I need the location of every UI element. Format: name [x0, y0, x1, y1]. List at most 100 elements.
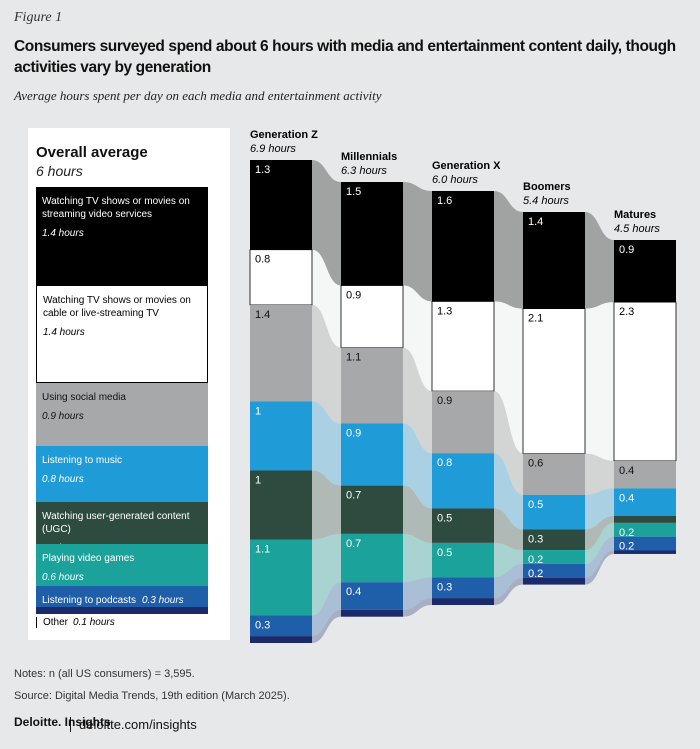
overall-value: 0.1 hours: [73, 617, 115, 628]
flow: [494, 508, 523, 551]
segment: [250, 539, 312, 616]
segment: [614, 516, 676, 523]
value-label: 1.1: [346, 352, 361, 364]
overall-value: 0.6 hours: [42, 572, 84, 583]
flow: [585, 522, 614, 564]
value-label: 1.3: [437, 305, 452, 317]
flow: [585, 516, 614, 551]
overall-block: Watching TV shows or movies on cable or …: [36, 285, 208, 383]
value-label: 0.9: [346, 428, 361, 440]
flow: [312, 470, 341, 540]
segment: [340, 285, 404, 348]
value-label: 0.5: [437, 512, 452, 524]
flow: [585, 453, 614, 495]
flow: [494, 191, 523, 309]
value-label: 0.8: [255, 254, 270, 266]
overall-block: Using social media 0.9 hours: [36, 383, 208, 446]
overall-block: Watching user-generated content (UGC)0.6…: [36, 502, 208, 554]
flow: [403, 285, 432, 392]
overall-value: 1.4 hours: [43, 327, 85, 338]
flow: [494, 391, 523, 495]
overall-value: 0.9 hours: [42, 411, 84, 422]
column-total: 5.4 hours: [523, 195, 569, 207]
value-label: 1.4: [528, 216, 543, 228]
column-title: Millennials: [341, 151, 397, 163]
value-label: 0.6: [528, 458, 543, 470]
flow: [312, 160, 341, 286]
value-label: 0.2: [528, 568, 543, 580]
segment: [250, 636, 312, 643]
value-label: 1.5: [346, 186, 361, 198]
segment: [250, 160, 312, 250]
flow: [585, 302, 614, 461]
value-label: 0.3: [528, 533, 543, 545]
series-name: Playing video games: [42, 553, 135, 564]
series-name: Listening to podcasts: [42, 595, 136, 606]
segment: [432, 508, 494, 543]
overall-total: 6 hours: [36, 163, 83, 179]
flow: [312, 304, 341, 424]
segment: [250, 470, 312, 540]
segment: [613, 301, 677, 462]
segment: [614, 460, 676, 489]
value-label: 1.3: [255, 164, 270, 176]
segment: [523, 529, 585, 551]
value-label: 1.1: [255, 544, 270, 556]
segment: [341, 582, 403, 610]
value-label: 0.8: [437, 457, 452, 469]
value-label: 0.7: [346, 538, 361, 550]
value-label: 0.4: [346, 586, 361, 598]
segment: [523, 550, 585, 564]
value-label: 0.9: [437, 395, 452, 407]
overall-block: Listening to podcasts 0.3 hours: [36, 586, 208, 607]
overall-label: Other 0.1 hours: [36, 617, 115, 628]
segment: [341, 485, 403, 534]
value-label: 0.9: [619, 244, 634, 256]
column-total: 6.3 hours: [341, 165, 387, 177]
value-label: 1.4: [255, 309, 270, 321]
value-label: 1: [255, 475, 261, 487]
flow: [312, 249, 341, 348]
flow: [494, 577, 523, 605]
flow: [494, 542, 523, 578]
flow: [403, 182, 432, 302]
segment: [523, 494, 585, 530]
value-label: 0.4: [619, 492, 634, 504]
column-title: Generation X: [432, 160, 501, 172]
segment: [523, 577, 585, 585]
series-name: Using social media: [42, 392, 126, 403]
flow: [403, 485, 432, 543]
value-label: 0.9: [346, 290, 361, 302]
notes: Notes: n (all US consumers) = 3,595.: [14, 668, 195, 680]
value-label: 0.4: [619, 465, 634, 477]
flow: [403, 598, 432, 617]
column-title: Boomers: [523, 181, 571, 193]
link[interactable]: deloitte.com/insights: [70, 717, 197, 732]
segment: [614, 536, 676, 551]
column-total: 6.9 hours: [250, 143, 296, 155]
chart-subtitle: Average hours spent per day on each medi…: [14, 88, 382, 103]
flow: [585, 550, 614, 585]
segment: [432, 191, 494, 302]
flow: [312, 533, 341, 616]
series-name: Watching user-generated content (UGC): [42, 511, 190, 535]
flow: [585, 536, 614, 578]
segment: [432, 598, 494, 605]
segment: [250, 615, 312, 637]
column-total: 4.5 hours: [614, 223, 660, 235]
segment: [341, 533, 403, 583]
value-label: 0.2: [528, 554, 543, 566]
value-label: 0.2: [619, 541, 634, 553]
overall-block: Playing video games 0.6 hours: [36, 544, 208, 586]
flow: [494, 453, 523, 530]
segment: [432, 577, 494, 599]
overall-value: 0.8 hours: [42, 474, 84, 485]
segment: [614, 550, 676, 554]
source: Source: Digital Media Trends, 19th editi…: [14, 690, 290, 702]
chart-title: Consumers surveyed spend about 6 hours w…: [14, 38, 676, 76]
value-label: 0.3: [255, 619, 270, 631]
flow: [312, 609, 341, 643]
series-name: Listening to music: [42, 455, 123, 466]
